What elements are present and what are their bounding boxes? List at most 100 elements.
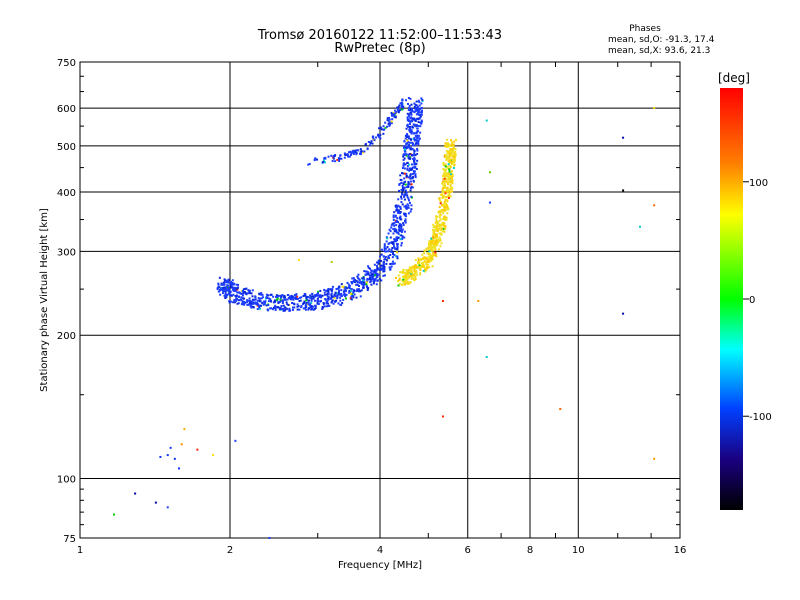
echo-point <box>340 289 343 292</box>
echo-point <box>378 277 381 280</box>
echo-point <box>431 240 434 243</box>
echo-point <box>223 280 226 283</box>
echo-point <box>230 286 233 289</box>
echo-point <box>446 144 449 147</box>
echo-point <box>411 168 414 171</box>
echo-point <box>393 238 396 241</box>
echo-point <box>399 174 402 177</box>
echo-point <box>390 265 393 268</box>
echo-point <box>296 297 299 300</box>
echo-point <box>394 219 397 222</box>
echo-point <box>387 119 390 122</box>
echo-point <box>400 244 403 247</box>
echo-point <box>373 263 376 266</box>
echo-point <box>438 216 441 219</box>
y-tick-label: 200 <box>57 331 76 342</box>
echo-point <box>400 108 403 111</box>
echo-point <box>445 145 448 148</box>
echo-point <box>442 208 445 211</box>
echo-point <box>408 266 411 269</box>
echo-point <box>183 428 186 431</box>
echo-point <box>413 137 416 140</box>
echo-point <box>225 281 228 284</box>
echo-point <box>360 150 363 153</box>
echo-point <box>349 289 352 292</box>
echo-point <box>258 292 261 295</box>
echo-point <box>223 283 226 286</box>
echo-point <box>485 119 488 122</box>
echo-point <box>409 183 412 186</box>
echo-point <box>386 125 389 128</box>
echo-point <box>366 148 369 151</box>
echo-point <box>233 299 236 302</box>
echo-point <box>395 204 398 207</box>
echo-point <box>306 299 309 302</box>
echo-point <box>323 161 326 164</box>
echo-point <box>434 237 437 240</box>
echo-point <box>387 250 390 253</box>
echo-point <box>433 247 436 250</box>
echo-point <box>408 106 411 109</box>
echo-point <box>445 180 448 183</box>
echo-point <box>311 308 314 311</box>
echo-point <box>374 270 377 273</box>
echo-point <box>251 295 254 298</box>
echo-point <box>430 237 433 240</box>
echo-point <box>393 240 396 243</box>
echo-point <box>386 119 389 122</box>
echo-point <box>347 283 350 286</box>
echo-point <box>274 307 277 310</box>
echo-point <box>403 195 406 198</box>
echo-point <box>329 288 332 291</box>
stats-x-line: mean, sd,X: 93.6, 21.3 <box>608 46 710 56</box>
echo-point <box>380 248 383 251</box>
echo-point <box>404 283 407 286</box>
echo-point <box>412 278 415 281</box>
echo-point <box>235 294 238 297</box>
echo-point <box>244 287 247 290</box>
echo-point <box>452 159 455 162</box>
echo-point <box>449 183 452 186</box>
echo-point <box>403 236 406 239</box>
echo-point <box>323 157 326 160</box>
echo-point <box>424 260 427 263</box>
echo-point <box>325 305 328 308</box>
echo-point <box>406 196 409 199</box>
echo-point <box>411 186 414 189</box>
echo-point <box>415 167 418 170</box>
echo-point <box>307 307 310 310</box>
echo-point <box>417 110 420 113</box>
echo-point <box>395 236 398 239</box>
echo-point <box>349 151 352 154</box>
echo-point <box>339 296 342 299</box>
echo-point <box>416 109 419 112</box>
echo-point <box>220 282 223 285</box>
echo-point <box>442 168 445 171</box>
echo-point <box>246 303 249 306</box>
echo-point <box>455 138 458 141</box>
echo-point <box>446 212 449 215</box>
echo-point <box>394 239 397 242</box>
echo-point <box>420 120 423 123</box>
echo-point <box>296 308 299 311</box>
echo-point <box>347 155 350 158</box>
echo-point <box>454 154 457 157</box>
echo-point <box>218 286 221 289</box>
echo-point <box>430 259 433 262</box>
echo-point <box>408 269 411 272</box>
echo-point <box>451 190 454 193</box>
echo-point <box>348 284 351 287</box>
echo-point <box>395 240 398 243</box>
echo-point <box>336 158 339 161</box>
echo-point <box>313 158 316 161</box>
echo-point <box>328 304 331 307</box>
echo-point <box>225 286 228 289</box>
echo-point <box>367 287 370 290</box>
echo-point <box>409 97 412 100</box>
echo-point <box>622 189 625 192</box>
echo-point <box>310 295 313 298</box>
echo-point <box>298 296 301 299</box>
echo-point <box>380 253 383 256</box>
echo-point <box>398 216 401 219</box>
echo-point <box>410 177 413 180</box>
